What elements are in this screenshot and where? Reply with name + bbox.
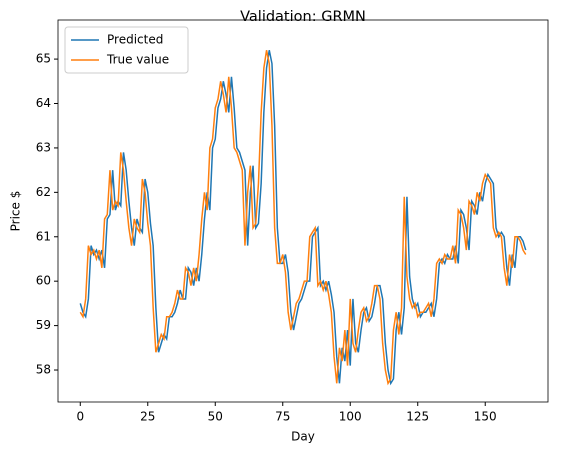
legend-box bbox=[64, 26, 189, 74]
x-tick-label: 75 bbox=[275, 410, 290, 424]
plot-frame bbox=[57, 19, 549, 403]
y-tick-label: 58 bbox=[36, 363, 51, 377]
y-tick-label: 63 bbox=[36, 140, 51, 154]
legend-label: True value bbox=[106, 53, 169, 67]
x-tick-label: 25 bbox=[140, 410, 155, 424]
series-line bbox=[79, 50, 527, 386]
x-tick-label: 125 bbox=[406, 410, 429, 424]
y-tick-label: 62 bbox=[36, 185, 51, 199]
legend-label: Predicted bbox=[107, 33, 163, 47]
y-tick-label: 65 bbox=[36, 52, 51, 66]
chart-title: Validation: GRMN bbox=[240, 9, 366, 25]
x-tick-label: 50 bbox=[208, 410, 223, 424]
y-tick-label: 64 bbox=[36, 96, 51, 110]
y-tick-label: 60 bbox=[36, 274, 51, 288]
series-line bbox=[79, 50, 527, 386]
y-axis-label: Price $ bbox=[9, 191, 23, 232]
x-tick-label: 150 bbox=[474, 410, 497, 424]
y-tick-label: 59 bbox=[36, 318, 51, 332]
x-axis-label: Day bbox=[291, 430, 315, 444]
x-tick-label: 100 bbox=[339, 410, 362, 424]
y-tick-label: 61 bbox=[36, 229, 51, 243]
x-tick-label: 0 bbox=[76, 410, 84, 424]
